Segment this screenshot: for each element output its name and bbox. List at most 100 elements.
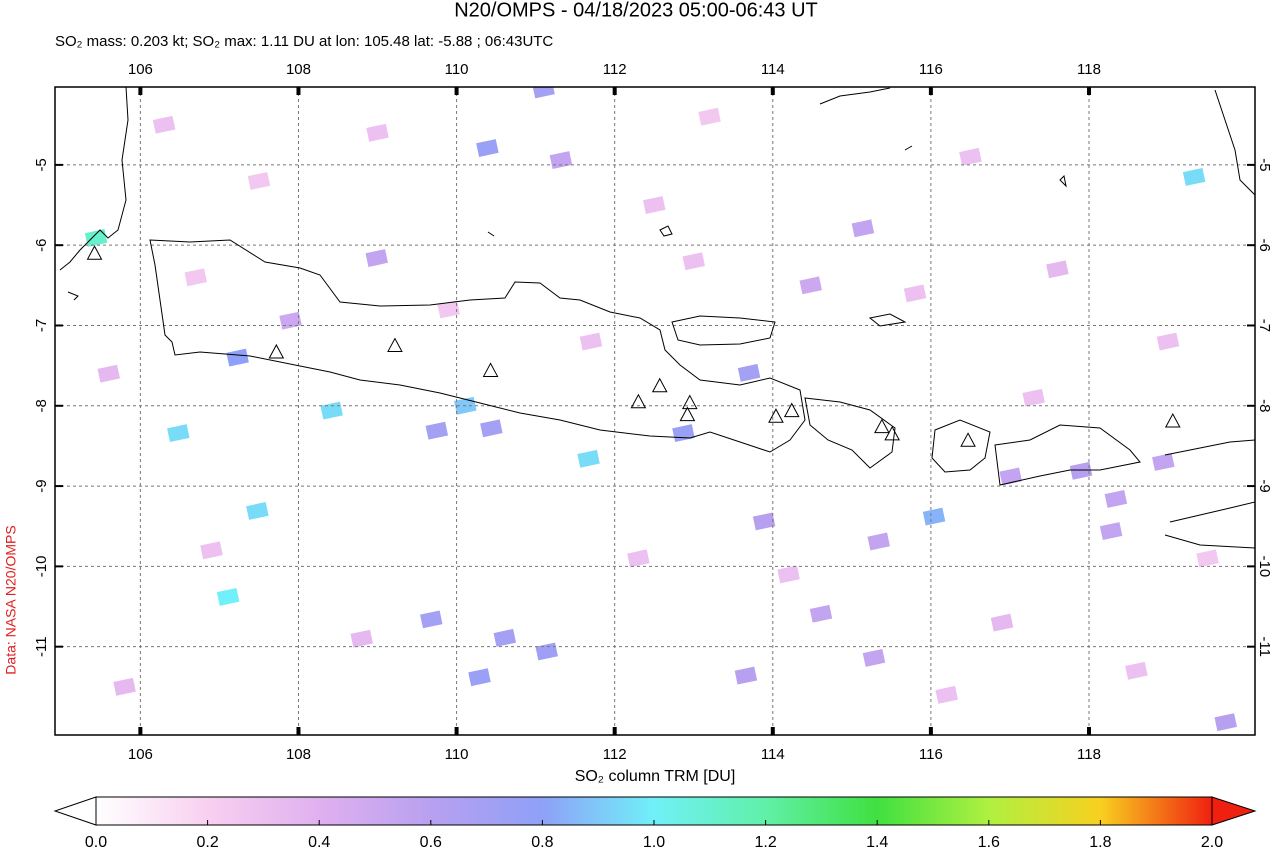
colorbar-tick-label: 0.6 — [420, 834, 442, 851]
volcano — [482, 362, 499, 377]
so2-pixel — [184, 268, 207, 287]
so2-pixel — [990, 613, 1014, 632]
x-tick-label: 108 — [286, 61, 311, 78]
grid — [55, 87, 1255, 735]
so2-pixel — [1125, 661, 1148, 680]
volcano — [874, 418, 890, 434]
so2-pixel — [734, 666, 758, 685]
x-tick-label: 116 — [919, 746, 943, 763]
so2-pixel — [627, 549, 650, 568]
so2-pixel — [752, 512, 776, 531]
so2-pixel — [476, 139, 499, 157]
so2-pixel — [493, 628, 517, 647]
y-tick-label: -11 — [1256, 636, 1272, 657]
so2-pixel — [420, 610, 443, 629]
colorbar-tick-label: 1.4 — [866, 834, 888, 851]
so2-pixel — [851, 219, 875, 238]
so2-pixel — [777, 565, 800, 584]
x-tick-label: 110 — [445, 61, 469, 78]
so2-pixel — [862, 648, 886, 667]
y-tick-label: -8 — [33, 399, 50, 412]
so2-pixel — [113, 677, 136, 696]
y-tick-label: -9 — [33, 479, 50, 492]
so2-pixel — [1214, 713, 1237, 732]
so2-pixel — [577, 449, 600, 468]
volcano — [960, 432, 976, 447]
so2-pixel — [903, 284, 927, 303]
so2-pixel — [468, 668, 491, 687]
colorbar-tick-label: 1.0 — [643, 834, 665, 851]
so2-pixel — [167, 424, 190, 443]
y-tick-label: -9 — [1256, 479, 1272, 492]
so2-pixel — [642, 196, 666, 214]
colorbar-tick-label: 0.2 — [196, 834, 218, 851]
y-tick-label: -6 — [33, 239, 50, 252]
colorbar-over — [1211, 796, 1257, 826]
x-tick-label: 106 — [128, 746, 153, 763]
y-tick-label: -10 — [33, 556, 50, 578]
so2-pixel — [152, 115, 176, 134]
coast-flores — [1164, 439, 1255, 456]
so2-pixel — [425, 421, 449, 440]
so2-pixel — [365, 249, 388, 267]
plot-frame — [54, 86, 1256, 736]
so2-pixel — [1046, 260, 1069, 279]
y-tick-label: -7 — [33, 319, 50, 332]
so2-pixel — [1104, 489, 1128, 508]
y-tick-label: -5 — [33, 158, 50, 171]
coast-lombok — [931, 419, 991, 473]
coast-madura — [671, 315, 776, 346]
volcano — [768, 408, 784, 423]
so2-pixel — [922, 507, 946, 526]
subtitle: SO₂ mass: 0.203 kt; SO₂ max: 1.11 DU at … — [55, 33, 553, 50]
so2-pixel — [1099, 522, 1123, 540]
x-tick-label: 114 — [761, 746, 785, 763]
y-tick-label: -10 — [1256, 556, 1272, 578]
coast-java — [149, 239, 806, 453]
y-tick-label: -7 — [1256, 319, 1272, 332]
colorbar-tick-label: 0.8 — [531, 834, 553, 851]
colorbar-tick-label: 0.4 — [308, 834, 330, 851]
volcano — [86, 245, 103, 260]
coast-sumba — [1164, 501, 1255, 549]
x-tick-label: 106 — [128, 61, 153, 78]
so2-pixel — [959, 147, 982, 166]
x-tick-label: 118 — [1077, 746, 1101, 763]
x-tick-label: 110 — [445, 746, 469, 763]
y-tick-label: -6 — [1256, 239, 1272, 252]
coast-bali — [804, 397, 896, 469]
coast-sumbawa — [994, 424, 1141, 486]
so2-pixel — [1156, 332, 1180, 351]
colorbar-tick-label: 1.8 — [1089, 834, 1111, 851]
x-tick-label: 108 — [286, 746, 311, 763]
volcano — [681, 394, 698, 410]
so2-pixel — [579, 332, 603, 351]
y-tick-label: -8 — [1256, 399, 1272, 412]
so2-pixel — [84, 229, 108, 247]
colorbar-tick-label: 1.2 — [754, 834, 776, 851]
volcano — [884, 425, 900, 441]
so2-pixel — [1182, 168, 1206, 186]
so2-pixel — [246, 502, 269, 520]
so2-pixel — [366, 123, 389, 142]
so2-pixel — [1196, 549, 1219, 568]
colorbar-label: SO₂ column TRM [DU] — [575, 768, 736, 785]
volcano — [1164, 412, 1181, 428]
colorbar-tick-label: 1.6 — [978, 834, 1000, 851]
coastlines — [59, 87, 1255, 549]
so2-pixel — [1022, 388, 1045, 407]
coast-islands — [487, 145, 1067, 327]
y-tick-label: -11 — [33, 636, 50, 657]
so2-pixel — [867, 532, 890, 551]
volcano — [268, 343, 285, 359]
x-tick-label: 112 — [603, 61, 627, 78]
so2-pixel — [1069, 461, 1093, 480]
x-tick-label: 112 — [603, 746, 627, 763]
x-tick-label: 116 — [919, 61, 943, 78]
so2-pixel — [350, 629, 373, 648]
colorbar-tick-label: 0.0 — [85, 834, 107, 851]
so2-pixel — [226, 348, 249, 367]
x-tick-label: 114 — [761, 61, 785, 78]
so2-pixel — [480, 419, 503, 438]
